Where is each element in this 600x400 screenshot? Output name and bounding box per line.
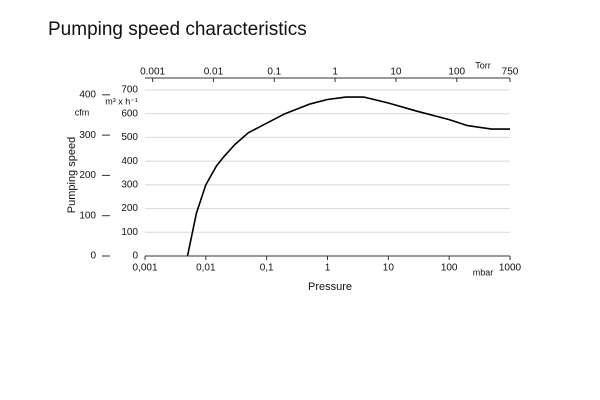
- x2-tick-label: 1: [332, 67, 338, 78]
- y2-tick-label: 300: [79, 130, 96, 141]
- y-tick-label: 500: [121, 132, 138, 143]
- x-tick-label: 0,01: [196, 263, 216, 274]
- x-tick-label: 0,001: [132, 263, 157, 274]
- y2-tick-label: 200: [79, 170, 96, 181]
- x2-tick-label: 10: [390, 67, 402, 78]
- y-tick-label: 400: [121, 156, 138, 167]
- chart-title: Pumping speed characteristics: [48, 19, 307, 40]
- x2-tick-label: 0.001: [140, 67, 165, 78]
- x-tick-label: 10: [383, 263, 395, 274]
- y-tick-label: 600: [121, 108, 138, 119]
- y-tick-label: 100: [121, 227, 138, 238]
- y-tick-label: 200: [121, 203, 138, 214]
- x-tick-label: 1000: [499, 263, 522, 274]
- x2-unit: Torr: [475, 60, 491, 70]
- x-tick-label: 0,1: [260, 263, 274, 274]
- y2-tick-label: 100: [79, 210, 96, 221]
- line-series: [186, 96, 510, 257]
- y-tick-label: 700: [121, 85, 138, 96]
- x2-tick-label: 0.01: [204, 67, 224, 78]
- y2-tick-label: 0: [90, 251, 96, 262]
- x-tick-label: 1: [325, 263, 331, 274]
- y-axis-label: Pumping speed: [66, 137, 78, 213]
- y2-unit: cfm: [75, 107, 90, 117]
- x2-tick-label: 750: [502, 67, 519, 78]
- x-tick-label: 100: [441, 263, 458, 274]
- y-tick-label: 0: [132, 251, 138, 262]
- y2-tick-label: 400: [79, 89, 96, 100]
- x2-tick-label: 100: [448, 67, 465, 78]
- x-axis-label: Pressure: [308, 281, 352, 293]
- x-unit: mbar: [473, 267, 494, 277]
- y-unit: m³ x h⁻¹: [105, 96, 138, 106]
- y-tick-label: 300: [121, 179, 138, 190]
- x2-tick-label: 0.1: [267, 67, 281, 78]
